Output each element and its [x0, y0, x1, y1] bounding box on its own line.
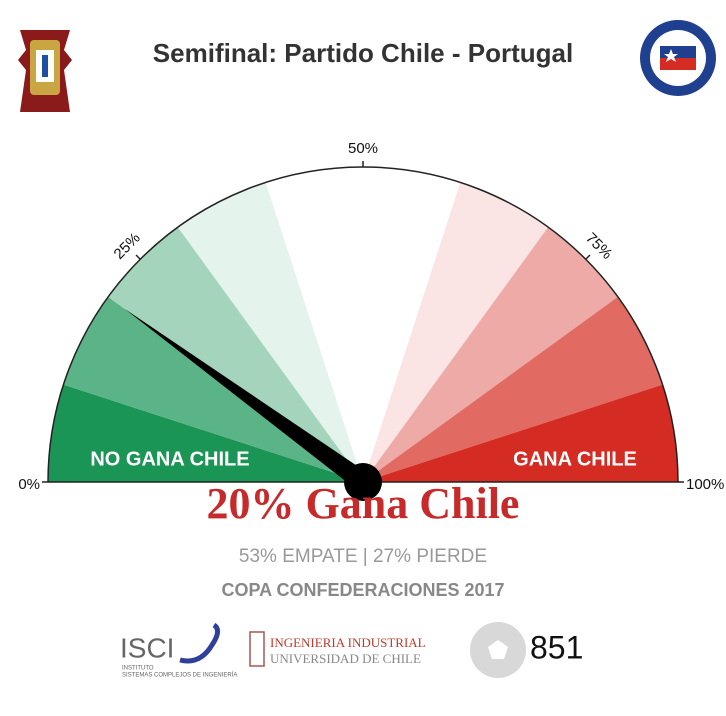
chile-logo [640, 20, 716, 96]
tick-label: 0% [18, 476, 40, 493]
headline: 20% Gana Chile [207, 479, 520, 528]
tick-label: 50% [348, 140, 378, 157]
isci-sub: INSTITUTO [122, 666, 154, 672]
gauge-band [265, 167, 363, 482]
chart-title: Semifinal: Partido Chile - Portugal [153, 38, 573, 68]
ball-icon [470, 622, 526, 678]
isci-logo: ISCI INSTITUTO SISTEMAS COMPLEJOS DE ING… [120, 622, 237, 679]
gauge-band [363, 167, 461, 482]
gauge-band [48, 384, 363, 482]
gauge-band [363, 296, 663, 482]
left-label: NO GANA CHILE [90, 448, 249, 470]
tick-label: 100% [686, 476, 724, 493]
isci-text: ISCI [120, 632, 174, 663]
gauge-band [363, 182, 549, 483]
ii-logo: INGENIERIA INDUSTRIAL UNIVERSIDAD DE CHI… [249, 631, 426, 667]
tick-mark [585, 254, 591, 260]
needle [124, 308, 369, 491]
footer: COPA CONFEDERACIONES 2017 [221, 580, 504, 600]
tick-mark [135, 254, 141, 260]
ii-text: INGENIERIA INDUSTRIAL [270, 635, 426, 650]
isci-sub: SISTEMAS COMPLEJOS DE INGENIERÍA [122, 672, 237, 679]
gauge-band [108, 227, 364, 482]
needle-hub [344, 463, 382, 501]
gauge-band [363, 384, 678, 482]
gauge-band [177, 182, 363, 483]
gauge: 0%25%50%75%100%NO GANA CHILE GANA CHILE [18, 140, 724, 501]
count: 851 [530, 629, 583, 665]
subtitle: 53% EMPATE | 27% PIERDE [239, 546, 487, 567]
ii-text: UNIVERSIDAD DE CHILE [270, 651, 421, 666]
gauge-outline [47, 166, 679, 483]
gauge-band [363, 227, 618, 482]
right-label: GANA CHILE [513, 448, 637, 470]
portugal-logo [18, 30, 72, 112]
